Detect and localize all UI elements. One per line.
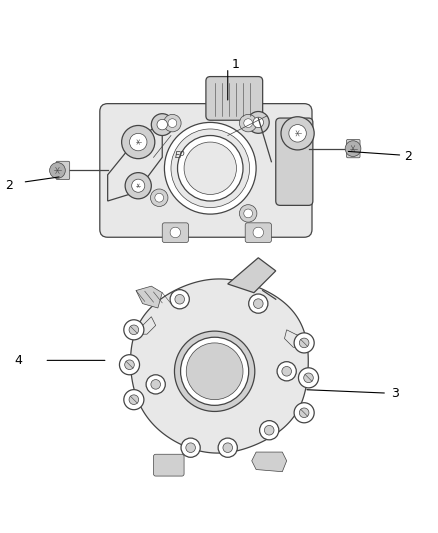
Circle shape: [132, 179, 145, 192]
Circle shape: [223, 443, 233, 453]
Polygon shape: [252, 452, 287, 472]
Circle shape: [129, 325, 139, 335]
Circle shape: [218, 438, 237, 457]
Circle shape: [168, 119, 177, 127]
Circle shape: [265, 425, 274, 435]
Circle shape: [177, 135, 243, 201]
Polygon shape: [285, 330, 311, 348]
Circle shape: [249, 294, 268, 313]
Circle shape: [146, 375, 165, 394]
Circle shape: [186, 343, 243, 400]
Text: 3: 3: [392, 387, 399, 400]
Circle shape: [299, 338, 309, 348]
Circle shape: [122, 125, 155, 159]
FancyBboxPatch shape: [276, 118, 313, 205]
FancyBboxPatch shape: [153, 454, 184, 476]
Circle shape: [289, 125, 306, 142]
Circle shape: [253, 117, 264, 128]
Circle shape: [129, 395, 139, 405]
Circle shape: [155, 193, 163, 202]
Polygon shape: [127, 317, 155, 334]
FancyBboxPatch shape: [245, 223, 272, 243]
Circle shape: [164, 123, 256, 214]
Circle shape: [240, 115, 257, 132]
Polygon shape: [108, 123, 162, 201]
Circle shape: [170, 289, 189, 309]
Text: 1: 1: [232, 58, 240, 71]
Text: EP: EP: [175, 151, 185, 160]
Circle shape: [294, 333, 314, 353]
Circle shape: [186, 443, 195, 453]
Circle shape: [151, 379, 160, 389]
Polygon shape: [228, 258, 276, 293]
Circle shape: [125, 360, 134, 369]
Circle shape: [304, 373, 313, 383]
Circle shape: [247, 111, 269, 133]
Circle shape: [124, 390, 144, 410]
Circle shape: [277, 362, 296, 381]
Text: 2: 2: [405, 150, 413, 163]
FancyBboxPatch shape: [206, 77, 263, 120]
Circle shape: [175, 294, 184, 304]
Circle shape: [164, 115, 181, 132]
Circle shape: [281, 117, 314, 150]
Text: 2: 2: [5, 179, 13, 192]
Circle shape: [260, 421, 279, 440]
Circle shape: [180, 337, 249, 405]
Circle shape: [294, 403, 314, 423]
Circle shape: [171, 129, 250, 207]
Circle shape: [184, 142, 237, 195]
Circle shape: [125, 173, 151, 199]
Circle shape: [282, 367, 291, 376]
Circle shape: [244, 209, 253, 218]
Circle shape: [345, 141, 361, 157]
Circle shape: [130, 133, 147, 151]
Circle shape: [124, 320, 144, 340]
Polygon shape: [131, 279, 308, 453]
Circle shape: [299, 408, 309, 417]
Circle shape: [240, 205, 257, 222]
Circle shape: [253, 227, 264, 238]
Circle shape: [49, 163, 65, 179]
Circle shape: [254, 299, 263, 309]
Circle shape: [298, 368, 318, 388]
Text: 4: 4: [14, 354, 22, 367]
FancyBboxPatch shape: [346, 140, 360, 158]
Circle shape: [170, 227, 180, 238]
Circle shape: [174, 331, 255, 411]
FancyBboxPatch shape: [56, 161, 70, 180]
Circle shape: [120, 354, 140, 375]
Circle shape: [157, 119, 167, 130]
Circle shape: [244, 119, 253, 127]
Polygon shape: [136, 286, 162, 308]
FancyBboxPatch shape: [100, 103, 312, 237]
Circle shape: [151, 114, 173, 135]
Circle shape: [181, 438, 200, 457]
FancyBboxPatch shape: [162, 223, 188, 243]
Circle shape: [151, 189, 168, 206]
